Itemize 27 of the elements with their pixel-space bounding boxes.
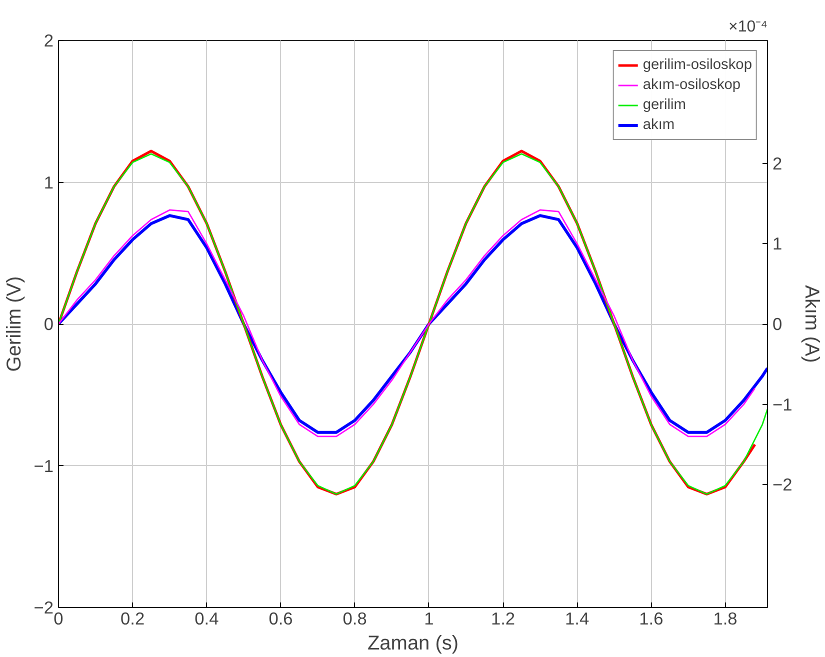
x-tick-label: 1.8 [713,608,738,628]
x-tick-label: 0.2 [120,608,145,628]
y2-tick-label: −2 [772,474,792,495]
y2-tick-label: 1 [772,234,782,254]
legend-label: akım [642,117,675,133]
x-tick-label: 0.4 [194,608,220,628]
x-tick-label: 1.4 [565,608,590,628]
y2-tick-label: −1 [772,394,792,414]
y-tick-label: −1 [34,456,54,476]
x-tick-label: 0.8 [342,608,367,628]
x-tick-label: 1.2 [490,608,516,628]
text: ×10⁻⁴ [728,18,768,36]
y2-tick-label: 2 [772,153,782,174]
legend-label: akım-osiloskop [642,77,741,93]
y2-tick-label: 0 [772,314,782,334]
legend-label: gerilim [642,97,686,113]
y2-axis-title: Akım (A) [800,285,822,363]
y-axis-title: Gerilim (V) [4,276,26,372]
x-tick-label: 1 [424,608,434,628]
legend-label: gerilim-osiloskop [642,57,752,73]
y-tick-label: −2 [34,598,54,618]
x-tick-label: 0.6 [268,608,293,628]
x-tick-label: 1.6 [639,608,664,628]
x-axis-title: Zaman (s) [367,632,459,654]
y-tick-label: 0 [44,314,54,334]
y-tick-label: 1 [44,172,54,192]
y-tick-label: 2 [44,30,54,50]
